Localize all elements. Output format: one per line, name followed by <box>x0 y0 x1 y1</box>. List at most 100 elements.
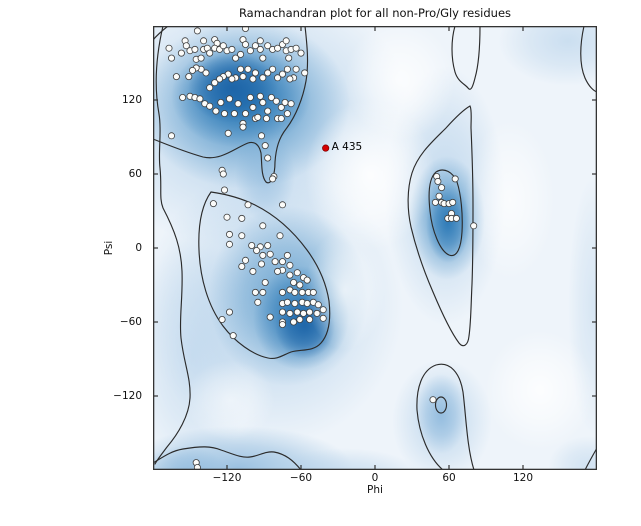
data-point <box>167 54 175 62</box>
data-point <box>248 241 256 249</box>
data-point <box>264 69 272 77</box>
data-point <box>296 315 304 323</box>
data-point <box>246 47 254 55</box>
scatter-points <box>165 26 478 470</box>
density-blob <box>485 330 595 450</box>
data-point <box>470 222 478 230</box>
data-point <box>286 75 294 83</box>
data-point <box>283 110 291 118</box>
data-point <box>167 132 175 140</box>
outlier-label: A 435 <box>332 141 363 153</box>
data-point <box>272 97 280 105</box>
data-point <box>319 306 327 314</box>
x-tick-label: 120 <box>512 472 534 484</box>
data-point <box>249 103 257 111</box>
data-point <box>206 102 214 110</box>
data-point <box>291 288 299 296</box>
data-point <box>266 313 274 321</box>
data-point <box>274 267 282 275</box>
data-point <box>242 40 250 48</box>
data-point <box>191 45 199 53</box>
data-point <box>301 69 309 77</box>
data-point <box>223 213 231 221</box>
contour-line <box>154 26 191 465</box>
contour-line <box>153 26 309 184</box>
y-tick-label: 60 <box>128 168 142 180</box>
data-point <box>279 258 287 266</box>
data-point <box>452 214 460 222</box>
data-point <box>271 258 279 266</box>
data-point <box>249 75 257 83</box>
data-point <box>217 99 225 107</box>
data-point <box>251 69 259 77</box>
data-point <box>221 186 229 194</box>
x-tick-label: 0 <box>371 472 379 484</box>
data-point <box>429 396 437 404</box>
data-point <box>256 92 264 100</box>
data-point <box>261 142 269 150</box>
data-point <box>259 54 267 62</box>
data-point <box>267 94 275 102</box>
data-point <box>297 49 305 57</box>
data-point <box>438 184 446 192</box>
data-point <box>259 222 267 230</box>
data-point <box>229 332 237 340</box>
data-point <box>303 276 311 284</box>
data-point <box>185 73 193 81</box>
data-point <box>226 308 234 316</box>
data-point <box>209 200 217 208</box>
data-point <box>193 464 201 470</box>
data-point <box>292 65 300 73</box>
data-point <box>290 318 298 326</box>
data-point <box>299 309 307 317</box>
density-blob <box>305 230 385 350</box>
data-point <box>292 44 300 52</box>
data-point <box>237 65 245 73</box>
data-point <box>283 251 291 259</box>
data-point <box>256 37 264 45</box>
data-point <box>269 175 277 183</box>
x-tick-label: 60 <box>442 472 456 484</box>
data-point <box>281 99 289 107</box>
data-point <box>258 132 266 140</box>
data-point <box>274 44 282 52</box>
data-point <box>251 42 259 50</box>
data-point <box>279 288 287 296</box>
contour-line <box>407 105 474 347</box>
data-point <box>256 45 264 53</box>
data-point <box>224 129 232 137</box>
data-point <box>277 115 285 123</box>
data-point <box>264 154 272 162</box>
data-point <box>230 110 238 118</box>
x-axis-label: Phi <box>367 484 383 496</box>
data-point <box>206 49 214 57</box>
data-point <box>239 123 247 131</box>
data-point <box>226 240 234 248</box>
data-point <box>264 107 272 115</box>
data-point <box>172 73 180 81</box>
data-point <box>306 315 314 323</box>
data-point <box>242 110 250 118</box>
data-point <box>218 315 226 323</box>
contour-line <box>416 363 475 470</box>
density-blob <box>185 360 275 440</box>
density-blob <box>345 26 455 140</box>
data-point <box>259 251 267 259</box>
data-point <box>244 65 252 73</box>
data-point <box>249 267 257 275</box>
data-point <box>219 170 227 178</box>
data-point <box>277 103 285 111</box>
data-point <box>287 100 295 108</box>
density-blob <box>235 131 295 221</box>
data-point <box>274 74 282 82</box>
data-point <box>303 299 311 307</box>
density-blob <box>415 374 467 454</box>
density-blob <box>498 26 597 86</box>
outlier-point-a435 <box>322 144 330 152</box>
data-point <box>306 308 314 316</box>
contour-line <box>198 191 331 360</box>
data-point <box>200 37 208 45</box>
data-point <box>165 44 173 52</box>
data-point <box>226 230 234 238</box>
